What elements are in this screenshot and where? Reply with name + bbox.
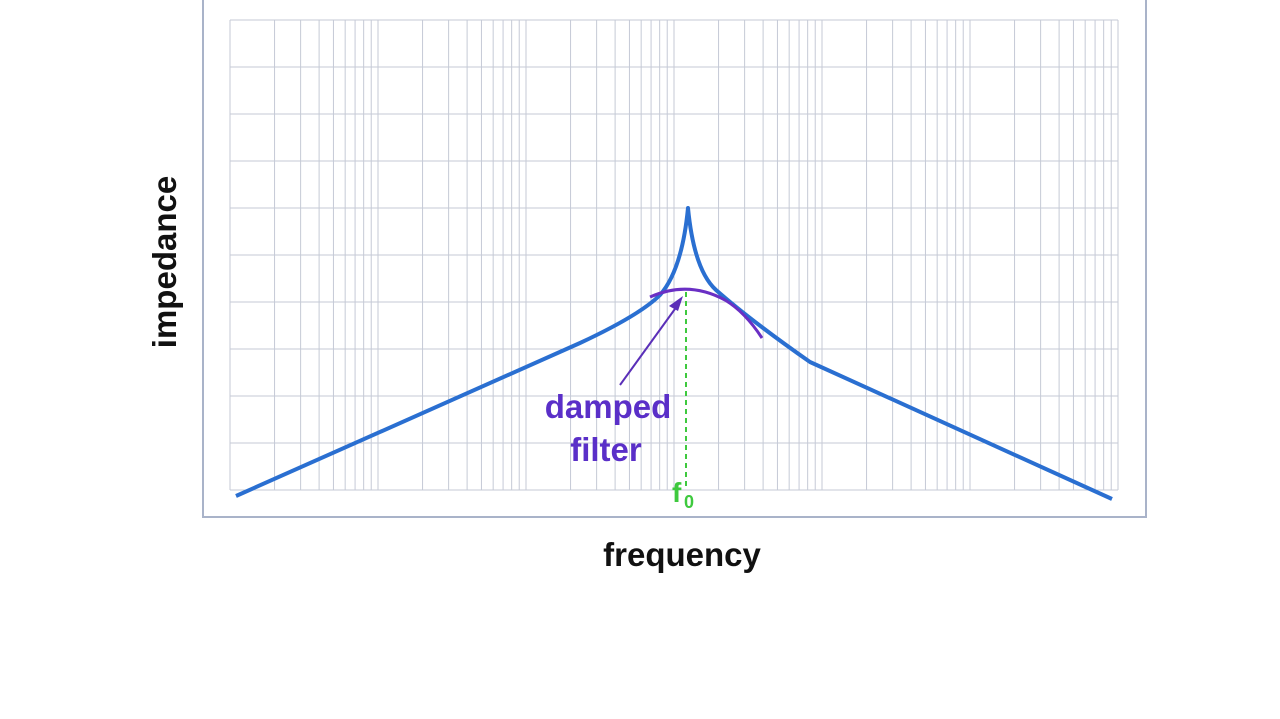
annotation-arrow bbox=[619, 301, 681, 386]
annotation-line: damped bbox=[545, 388, 672, 425]
resonance-symbol: f bbox=[672, 477, 682, 508]
y-axis-label: impedance bbox=[146, 176, 183, 348]
damped-curve bbox=[649, 287, 764, 339]
annotation-line: filter bbox=[570, 431, 642, 468]
plot-frame bbox=[202, 0, 1147, 518]
impedance-curve bbox=[235, 206, 1113, 501]
arrow-head bbox=[669, 296, 683, 311]
x-axis-label: frequency bbox=[603, 536, 761, 573]
resonance-subscript: 0 bbox=[684, 492, 694, 512]
